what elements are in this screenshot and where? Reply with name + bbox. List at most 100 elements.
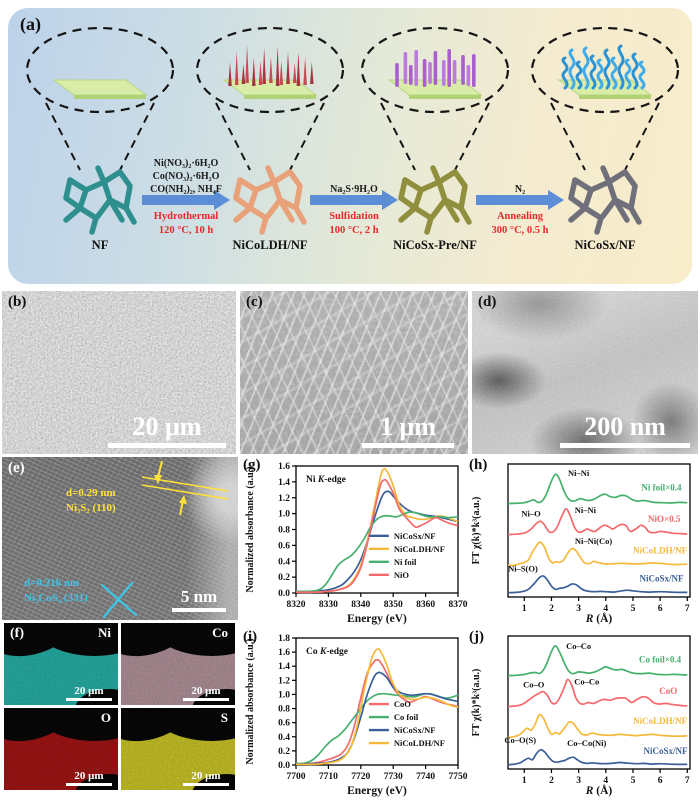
map-noise-texture — [4, 623, 118, 705]
svg-text:NiO×0.5: NiO×0.5 — [648, 514, 681, 524]
svg-text:7750: 7750 — [449, 772, 468, 782]
panel-label-a: (a) — [20, 14, 41, 34]
panel-a-synthesis-schematic: (a) Ni(NO₃)₂·6H₂O Co(NO₃)₂·6H₂O CO(NH₂)₂… — [8, 8, 692, 284]
svg-text:Co–O(S): Co–O(S) — [504, 735, 536, 745]
svg-text:FT χ(k)*k³(a.u.): FT χ(k)*k³(a.u.) — [471, 669, 482, 737]
svg-text:7710: 7710 — [319, 772, 338, 782]
step3-reagents: N₂ — [440, 183, 600, 196]
svg-text:Ni–S(O): Ni–S(O) — [508, 564, 538, 574]
stage-label-nf: NF — [91, 238, 109, 252]
scale-bar-d: 200 nm — [560, 412, 690, 448]
svg-text:4: 4 — [603, 776, 608, 786]
svg-text:8370: 8370 — [449, 600, 468, 610]
svg-text:CoO: CoO — [659, 686, 677, 696]
svg-text:2: 2 — [549, 776, 554, 786]
scale-bar-f-s: 20 μm — [183, 770, 229, 786]
svg-text:Ni–Ni: Ni–Ni — [575, 505, 597, 515]
svg-text:1.2: 1.2 — [278, 494, 290, 504]
svg-text:NiO: NiO — [394, 570, 410, 580]
scale-bar-b: 20 μm — [108, 412, 226, 448]
panel-label-f: (f) — [10, 626, 24, 641]
svg-text:NiCoLDH/NF: NiCoLDH/NF — [394, 738, 445, 748]
svg-text:Co–Co: Co–Co — [566, 641, 591, 651]
svg-text:1.4: 1.4 — [278, 478, 290, 488]
svg-text:1.4: 1.4 — [278, 662, 290, 672]
svg-text:Energy (eV): Energy (eV) — [347, 785, 407, 797]
svg-text:NiCoSx/NF: NiCoSx/NF — [639, 574, 684, 584]
svg-text:3: 3 — [576, 604, 581, 614]
condition-line: Sulfidation — [329, 211, 379, 222]
svg-text:3: 3 — [576, 776, 581, 786]
svg-text:5: 5 — [631, 776, 636, 786]
svg-text:1: 1 — [522, 604, 527, 614]
svg-text:NiCoLDH/NF: NiCoLDH/NF — [394, 544, 445, 554]
eds-map-co: Co 20 μm — [121, 623, 235, 705]
svg-text:8320: 8320 — [287, 600, 306, 610]
svg-text:1: 1 — [522, 776, 527, 786]
reagent-line: Co(NO₃)₂·6H₂O — [152, 171, 220, 182]
svg-text:6: 6 — [658, 604, 663, 614]
scale-bar-text: 20 μm — [74, 685, 104, 697]
hrtem-image-e: (e) d=0.29 nm Ni₃S₂ (110) d=0.216 nm Ni₂… — [2, 457, 238, 620]
svg-text:Ni foil×0.4: Ni foil×0.4 — [641, 482, 682, 492]
scale-bar-text: 200 nm — [584, 412, 666, 441]
tem-image-d: (d) 200 nm — [472, 291, 698, 454]
sem-image-b: (b) 20 μm — [2, 291, 236, 454]
scale-bar-text: 20 μm — [74, 770, 104, 782]
svg-text:4: 4 — [603, 604, 608, 614]
svg-text:7740: 7740 — [416, 772, 435, 782]
svg-text:8360: 8360 — [416, 600, 435, 610]
scale-bar-text: 20 μm — [191, 770, 221, 782]
hrtem-noise-texture — [2, 457, 238, 620]
svg-text:0.4: 0.4 — [278, 557, 290, 567]
svg-text:R (Å): R (Å) — [585, 783, 613, 797]
condition-line: 120 °C, 10 h — [158, 225, 214, 236]
map-noise-texture — [4, 708, 118, 790]
scale-bar-text: 20 μm — [191, 685, 221, 697]
panel-label-d: (d) — [478, 294, 497, 310]
svg-text:0.4: 0.4 — [278, 733, 290, 743]
svg-text:0.0: 0.0 — [278, 761, 290, 771]
svg-text:7720: 7720 — [351, 772, 370, 782]
step1-conditions: Hydrothermal 120 °C, 10 h — [106, 210, 266, 238]
element-label-ni: Ni — [98, 625, 111, 640]
svg-text:NiCoSx/NF: NiCoSx/NF — [394, 725, 436, 735]
svg-text:Normalized absorbance (a.u.): Normalized absorbance (a.u.) — [245, 638, 256, 764]
step3-conditions: Annealing 300 °C, 0.5 h — [440, 210, 600, 238]
scale-bar-text: 20 μm — [132, 412, 202, 441]
stage-label-nicoldh-nf: NiCoLDH/NF — [232, 238, 308, 252]
svg-text:1.2: 1.2 — [278, 676, 290, 686]
stage-label-nicosx-nf: NiCoSx/NF — [574, 238, 636, 252]
svg-text:7: 7 — [685, 776, 690, 786]
map-noise-texture — [121, 708, 235, 790]
scale-bar-f-ni: 20 μm — [66, 685, 112, 701]
svg-text:0.0: 0.0 — [278, 589, 290, 599]
svg-text:7700: 7700 — [287, 772, 306, 782]
scale-bar-c: 1 μm — [362, 412, 454, 448]
lattice-spacing-1: d=0.29 nm — [66, 487, 116, 499]
svg-text:1.6: 1.6 — [278, 648, 290, 658]
scale-bar-text: 1 μm — [380, 412, 436, 441]
eds-map-s: S 20 μm — [121, 708, 235, 790]
panel-label-c: (c) — [246, 294, 263, 310]
scale-bar-f-co: 20 μm — [183, 685, 229, 701]
svg-text:Energy (eV): Energy (eV) — [347, 613, 407, 625]
svg-text:1.0: 1.0 — [278, 690, 290, 700]
svg-text:Co foil×0.4: Co foil×0.4 — [639, 654, 682, 664]
svg-text:Ni–O: Ni–O — [521, 509, 541, 519]
svg-text:NiCoLDH/NF: NiCoLDH/NF — [633, 546, 688, 556]
svg-text:8330: 8330 — [319, 600, 338, 610]
svg-text:FT χ(k)*k³(a.u.): FT χ(k)*k³(a.u.) — [471, 497, 482, 565]
svg-text:NiCoSx/NF: NiCoSx/NF — [644, 746, 689, 756]
svg-text:0.6: 0.6 — [278, 719, 290, 729]
element-label-o: O — [100, 710, 111, 725]
sem-image-c: (c) 1 μm — [240, 291, 468, 454]
svg-text:NiCoSx/NF: NiCoSx/NF — [394, 531, 436, 541]
svg-text:1.6: 1.6 — [278, 462, 290, 472]
reagent-line: N₂ — [514, 184, 526, 195]
lattice-spacing-2: d=0.216 nm — [24, 577, 80, 589]
lattice-phase-1: Ni₃S₂ (110) — [66, 502, 116, 514]
svg-text:8340: 8340 — [351, 600, 370, 610]
scale-bar-e: 5 nm — [172, 587, 226, 612]
xanes-ni-k-edge-chart: 8320 8330 8340 8350 8360 8370 0.0 0.2 0.4 0.6 0.8 1… — [240, 456, 468, 626]
